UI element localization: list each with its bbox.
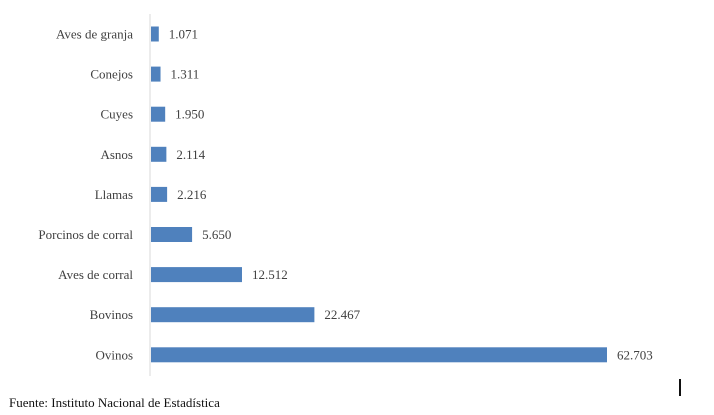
value-labels-group: 1.071 1.311 1.950 2.114 2.216 5.650 12.512 22.4…	[169, 27, 653, 363]
category-label: Cuyes	[101, 107, 134, 122]
data-label: 22.467	[324, 307, 360, 322]
category-label: Conejos	[90, 67, 133, 82]
text-cursor-mark	[679, 379, 681, 396]
source-note: Fuente: Instituto Nacional de Estadístic…	[9, 395, 220, 410]
bars-group	[151, 26, 607, 363]
bar	[151, 106, 166, 122]
bar	[151, 26, 159, 42]
bar	[151, 146, 167, 162]
category-label: Aves de granja	[56, 27, 133, 42]
category-label: Asnos	[100, 147, 133, 162]
bar	[151, 186, 168, 202]
bar	[151, 66, 161, 82]
bar	[151, 347, 607, 363]
category-label: Ovinos	[95, 347, 133, 362]
category-label: Bovinos	[90, 307, 133, 322]
category-label: Aves de corral	[58, 267, 133, 282]
data-label: 1.311	[171, 67, 200, 82]
bar	[151, 227, 193, 242]
horizontal-bar-chart: Aves de granja Conejos Cuyes Asnos Llamas Por…	[38, 14, 653, 376]
data-label: 2.114	[176, 147, 205, 162]
data-label: 1.071	[169, 27, 198, 42]
bar	[151, 307, 315, 323]
category-labels-group: Aves de granja Conejos Cuyes Asnos Llamas Por…	[38, 27, 133, 363]
data-label: 62.703	[617, 347, 653, 362]
data-label: 5.650	[202, 227, 231, 242]
bar	[151, 267, 242, 283]
data-label: 2.216	[177, 187, 207, 202]
data-label: 1.950	[175, 107, 204, 122]
category-label: Porcinos de corral	[38, 227, 133, 242]
data-label: 12.512	[252, 267, 288, 282]
category-label: Llamas	[95, 187, 133, 202]
